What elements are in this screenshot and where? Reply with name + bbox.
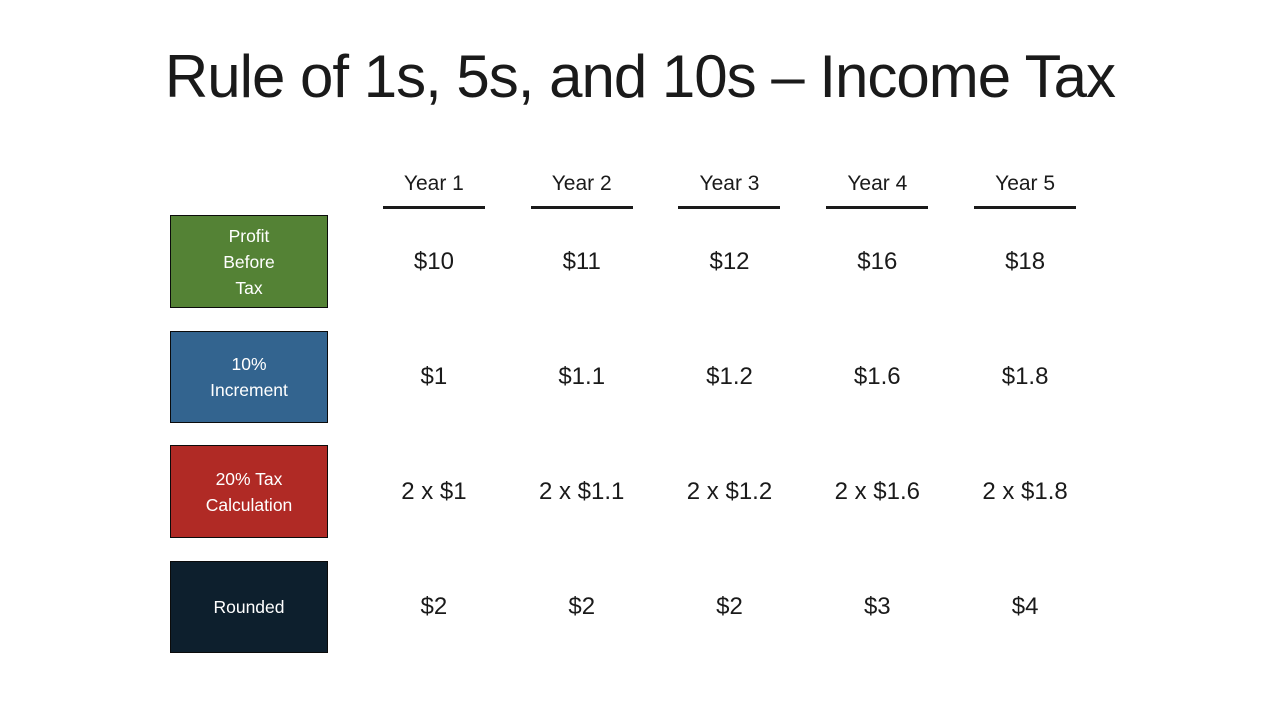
value-cell: $2 — [568, 593, 596, 620]
row-label-20-percent-tax-calculation: 20% Tax Calculation — [170, 445, 328, 538]
column-header-year-3: Year 3 — [656, 171, 804, 217]
value-cell: $3 — [863, 593, 891, 620]
value-cell: 2 x $1.8 — [982, 477, 1068, 505]
value-cell: $18 — [1005, 247, 1046, 275]
value-cell: $1 — [420, 363, 448, 390]
column-header-label: Year 3 — [699, 172, 760, 195]
column-header-label: Year 1 — [403, 172, 464, 195]
value-cell: $10 — [413, 247, 454, 275]
column-header-row: Year 1 Year 2 Year 3 Year 4 Year 5 — [360, 171, 1099, 217]
value-cell: $1.2 — [706, 363, 753, 390]
value-cell: $1.8 — [1001, 363, 1049, 390]
value-cell: $4 — [1011, 593, 1039, 620]
value-row-profit-before-tax: $10 $11 $12 $16 $18 — [360, 215, 1099, 308]
column-header-underline — [530, 206, 633, 209]
column-header-label: Year 2 — [551, 172, 612, 195]
value-row-rounded: $2 $2 $2 $3 $4 — [360, 561, 1099, 653]
column-header-year-1: Year 1 — [360, 171, 508, 217]
row-label-profit-before-tax: Profit Before Tax — [170, 215, 328, 308]
value-cell: $12 — [709, 247, 750, 275]
column-header-year-5: Year 5 — [951, 171, 1099, 217]
column-header-label: Year 5 — [995, 172, 1056, 195]
value-cell: 2 x $1.6 — [834, 477, 920, 505]
value-row-20-percent-tax-calculation: 2 x $1 2 x $1.1 2 x $1.2 2 x $1.6 2 x $1… — [360, 445, 1099, 538]
column-header-underline — [826, 206, 929, 209]
column-header-year-2: Year 2 — [508, 171, 656, 217]
row-label-10-percent-increment: 10% Increment — [170, 331, 328, 423]
value-cell: $2 — [716, 593, 743, 620]
value-cell: 2 x $1.1 — [538, 477, 625, 505]
column-header-year-4: Year 4 — [803, 171, 951, 217]
column-header-underline — [974, 206, 1077, 209]
column-header-underline — [382, 206, 485, 209]
slide-title: Rule of 1s, 5s, and 10s – Income Tax — [164, 43, 1116, 110]
value-cell: $1.1 — [558, 363, 606, 390]
column-header-underline — [678, 206, 781, 209]
value-cell: $11 — [562, 247, 601, 275]
value-cell: 2 x $1 — [401, 477, 467, 505]
value-cell: $16 — [857, 247, 898, 275]
row-label-rounded: Rounded — [170, 561, 328, 653]
value-cell: $2 — [420, 593, 448, 620]
column-header-label: Year 4 — [847, 172, 908, 195]
value-cell: $1.6 — [853, 363, 901, 390]
value-cell: 2 x $1.2 — [686, 477, 773, 505]
value-row-10-percent-increment: $1 $1.1 $1.2 $1.6 $1.8 — [360, 331, 1099, 423]
